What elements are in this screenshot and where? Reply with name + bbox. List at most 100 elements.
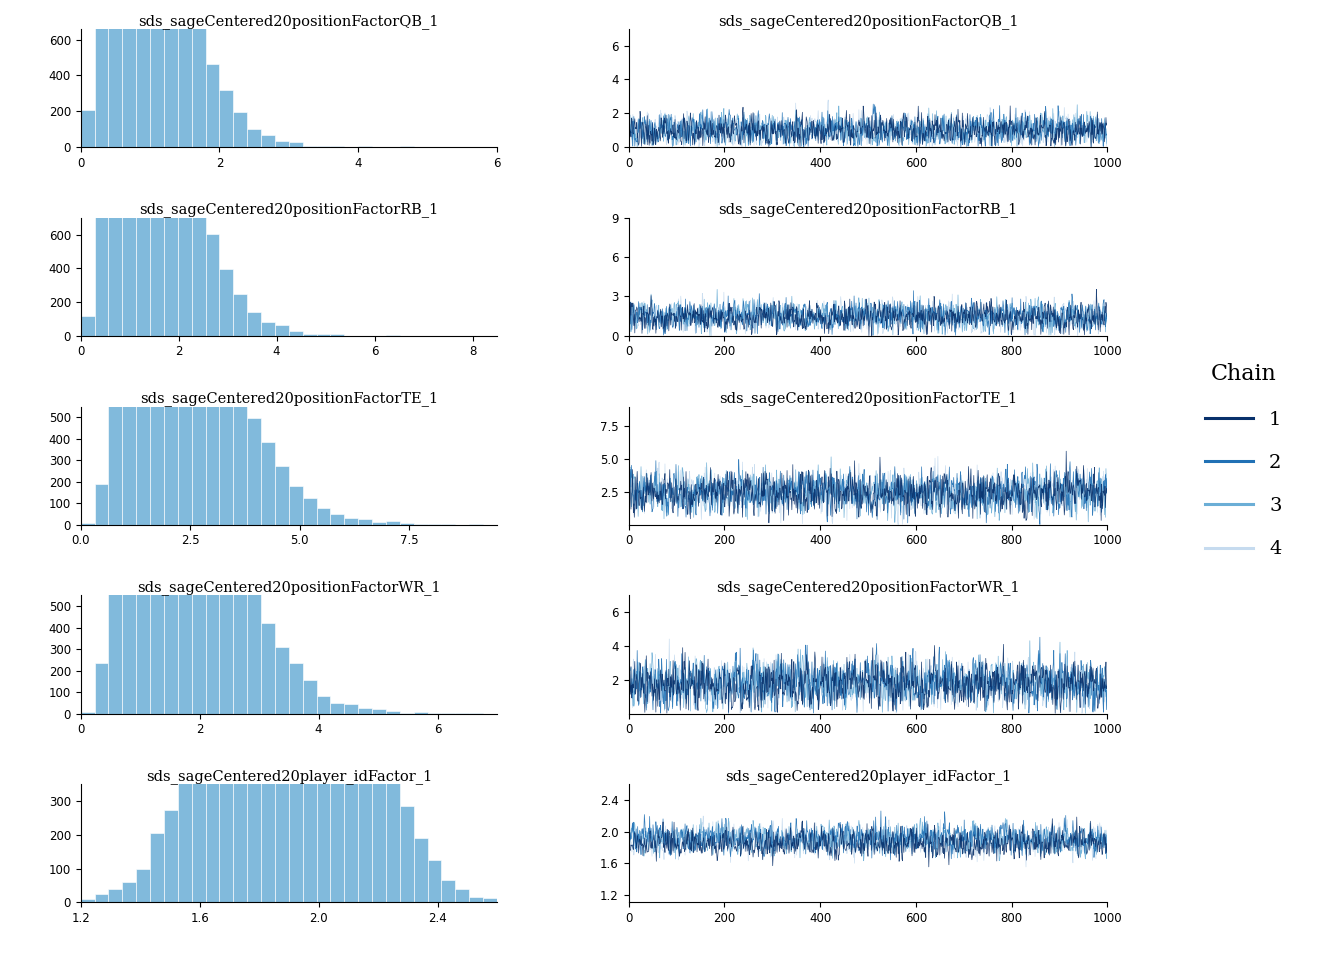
Bar <box>192 11 206 147</box>
Bar <box>289 330 302 336</box>
Bar <box>81 109 94 147</box>
Bar <box>151 0 164 336</box>
Bar <box>136 869 151 902</box>
Bar <box>151 0 164 147</box>
Title: sds_sageCentered20positionFactorQB_1: sds_sageCentered20positionFactorQB_1 <box>138 13 439 29</box>
Bar <box>192 183 206 524</box>
Bar <box>441 880 456 902</box>
Bar <box>122 0 136 147</box>
Bar <box>331 703 344 713</box>
Bar <box>386 711 401 713</box>
Bar <box>136 149 151 524</box>
Bar <box>206 435 219 713</box>
Bar <box>151 89 164 524</box>
Bar <box>177 0 192 147</box>
Bar <box>81 316 94 336</box>
Bar <box>219 90 234 147</box>
Bar <box>122 882 136 902</box>
Bar <box>359 519 372 524</box>
Bar <box>164 82 177 524</box>
Bar <box>344 518 359 524</box>
Bar <box>177 762 192 902</box>
Bar <box>192 717 206 902</box>
Bar <box>164 0 177 147</box>
Bar <box>247 512 261 902</box>
Bar <box>177 121 192 336</box>
Bar <box>331 548 344 902</box>
Bar <box>302 334 317 336</box>
Bar <box>109 889 122 902</box>
Bar <box>81 523 94 524</box>
Bar <box>164 36 177 336</box>
Bar <box>122 452 136 713</box>
Bar <box>276 646 289 713</box>
Title: sds_sageCentered20positionFactorRB_1: sds_sageCentered20positionFactorRB_1 <box>140 203 438 217</box>
Bar <box>317 146 331 147</box>
Bar <box>94 895 109 902</box>
Bar <box>401 806 414 902</box>
Bar <box>469 897 482 902</box>
Bar <box>122 0 136 336</box>
Bar <box>414 838 427 902</box>
Title: sds_sageCentered20player_idFactor_1: sds_sageCentered20player_idFactor_1 <box>145 769 431 784</box>
Bar <box>276 467 289 524</box>
Bar <box>206 241 219 524</box>
Bar <box>206 234 219 336</box>
Bar <box>276 141 289 147</box>
Title: sds_sageCentered20positionFactorWR_1: sds_sageCentered20positionFactorWR_1 <box>716 580 1020 595</box>
Bar <box>94 662 109 713</box>
Bar <box>386 521 401 524</box>
Bar <box>331 334 344 336</box>
Bar <box>317 508 331 524</box>
Bar <box>247 129 261 147</box>
Bar <box>151 833 164 902</box>
Bar <box>344 624 359 902</box>
Bar <box>261 134 276 147</box>
Bar <box>289 662 302 713</box>
Bar <box>482 899 497 902</box>
Bar <box>234 294 247 336</box>
Bar <box>414 711 427 713</box>
Bar <box>302 681 317 713</box>
Bar <box>427 860 441 902</box>
Bar <box>317 334 331 336</box>
Bar <box>94 176 109 336</box>
Bar <box>219 270 234 336</box>
Legend: 1, 2, 3, 4: 1, 2, 3, 4 <box>1198 355 1289 566</box>
Bar <box>372 728 386 902</box>
Bar <box>164 809 177 902</box>
Bar <box>331 515 344 524</box>
Bar <box>136 0 151 336</box>
Bar <box>344 704 359 713</box>
Title: sds_sageCentered20positionFactorTE_1: sds_sageCentered20positionFactorTE_1 <box>140 392 438 406</box>
Bar <box>317 696 331 713</box>
Bar <box>372 522 386 524</box>
Title: sds_sageCentered20positionFactorTE_1: sds_sageCentered20positionFactorTE_1 <box>719 392 1017 406</box>
Bar <box>219 312 234 524</box>
Bar <box>359 672 372 902</box>
Bar <box>386 774 401 902</box>
Bar <box>401 523 414 524</box>
Bar <box>234 565 247 713</box>
Bar <box>109 0 122 336</box>
Bar <box>289 445 302 902</box>
Bar <box>247 419 261 524</box>
Bar <box>261 474 276 902</box>
Bar <box>109 0 122 147</box>
Bar <box>372 708 386 713</box>
Bar <box>234 369 247 524</box>
Bar <box>456 889 469 902</box>
Bar <box>164 313 177 713</box>
Bar <box>151 299 164 713</box>
Bar <box>247 579 261 713</box>
Bar <box>234 112 247 147</box>
Bar <box>234 572 247 902</box>
Bar <box>302 146 317 147</box>
Bar <box>302 467 317 902</box>
Bar <box>81 899 94 902</box>
Bar <box>206 670 219 902</box>
Bar <box>192 385 206 713</box>
Bar <box>177 331 192 713</box>
Bar <box>261 442 276 524</box>
Bar <box>276 325 289 336</box>
